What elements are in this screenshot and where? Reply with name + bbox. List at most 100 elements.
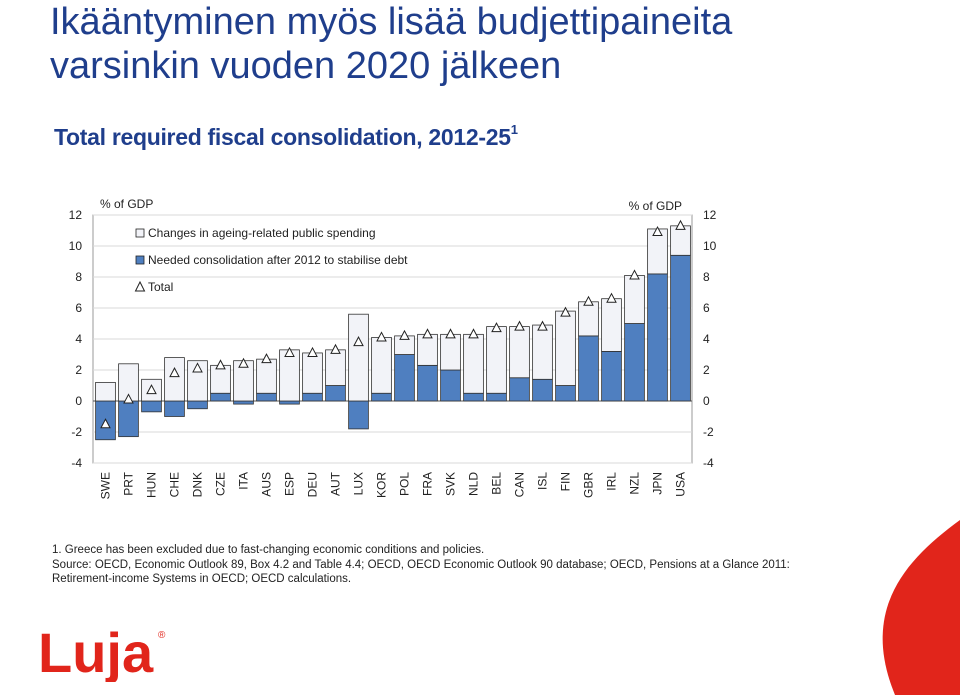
y-tick-label-left: 10 — [69, 239, 83, 253]
x-tick-label-POL: POL — [398, 472, 412, 496]
marker-total-PRT — [123, 393, 134, 404]
bar-debt-DEU — [302, 392, 323, 402]
x-tick-label-FRA: FRA — [421, 472, 435, 496]
marker-total-CHE — [169, 367, 180, 378]
marker-total-SWE — [100, 418, 111, 429]
x-tick-label-IRL: IRL — [605, 472, 619, 491]
marker-total-CAN — [514, 320, 525, 331]
marker-total-NLD — [468, 328, 479, 339]
bar-debt-LUX — [348, 400, 369, 430]
bar-ageing-KOR — [371, 337, 392, 394]
x-tick-label-USA: USA — [674, 472, 688, 497]
bar-debt-HUN — [141, 400, 162, 413]
x-tick-label-NLD: NLD — [467, 472, 481, 496]
bar-ageing-NLD — [463, 333, 484, 394]
marker-total-BEL — [491, 322, 502, 333]
marker-total-DNK — [192, 362, 203, 373]
bar-ageing-GBR — [578, 301, 599, 337]
x-tick-label-AUT: AUT — [329, 471, 343, 496]
y-tick-label-left: 4 — [75, 332, 82, 346]
marker-total-AUS — [261, 353, 272, 364]
bar-ageing-BEL — [486, 326, 507, 394]
bar-debt-ESP — [279, 400, 300, 405]
bar-ageing-SWE — [95, 381, 116, 402]
y-tick-label-left: 8 — [75, 270, 82, 284]
y-tick-label-right: 12 — [703, 208, 717, 222]
bar-debt-KOR — [371, 392, 392, 402]
slide-title-line-1: Ikääntyminen myös lisää budjettipaineita — [50, 1, 733, 43]
x-tick-label-DNK: DNK — [191, 472, 205, 497]
bar-ageing-LUX — [348, 313, 369, 402]
legend-label-2: Total — [148, 280, 173, 294]
bar-debt-AUS — [256, 392, 277, 402]
y-axis-label-right: % of GDP — [629, 199, 682, 213]
y-tick-label-right: 6 — [703, 301, 710, 315]
x-tick-label-HUN: HUN — [145, 472, 159, 498]
bar-ageing-USA — [670, 225, 691, 256]
y-tick-label-right: 2 — [703, 363, 710, 377]
marker-total-ITA — [238, 357, 249, 368]
x-tick-label-SWE: SWE — [99, 472, 113, 499]
source-note: Source: OECD, Economic Outlook 89, Box 4… — [52, 558, 790, 571]
registered-mark: ® — [158, 630, 166, 641]
bar-debt-JPN — [647, 273, 668, 402]
bar-debt-AUT — [325, 385, 346, 402]
x-tick-label-ISL: ISL — [536, 472, 550, 490]
chart-notes: 1. Greece has been excluded due to fast-… — [52, 543, 872, 587]
marker-total-LUX — [353, 336, 364, 347]
bar-ageing-DNK — [187, 360, 208, 402]
y-tick-label-right: -4 — [703, 456, 714, 470]
bar-debt-POL — [394, 354, 415, 402]
y-tick-label-left: 2 — [75, 363, 82, 377]
y-tick-label-left: 0 — [75, 394, 82, 408]
bar-debt-PRT — [118, 400, 139, 438]
x-tick-label-AUS: AUS — [260, 472, 274, 497]
bar-debt-FIN — [555, 385, 576, 402]
y-tick-label-right: 0 — [703, 394, 710, 408]
x-tick-label-KOR: KOR — [375, 472, 389, 498]
x-tick-label-BEL: BEL — [490, 472, 504, 495]
marker-total-IRL — [606, 292, 617, 303]
fiscal-consolidation-chart: -4 -4 -2 -2 0 0 2 2 4 4 6 6 8 8 10 10 12 12 % of GDP % of G… — [69, 197, 717, 499]
x-tick-label-ITA: ITA — [237, 472, 251, 490]
corner-swoosh — [882, 520, 960, 695]
bar-ageing-ESP — [279, 349, 300, 402]
x-tick-label-DEU: DEU — [306, 472, 320, 497]
bar-ageing-CHE — [164, 357, 185, 402]
bar-debt-ITA — [233, 400, 254, 405]
bar-debt-NLD — [463, 392, 484, 402]
bar-ageing-CAN — [509, 326, 530, 379]
bar-ageing-AUT — [325, 349, 346, 386]
marker-total-DEU — [307, 346, 318, 357]
bar-ageing-IRL — [601, 298, 622, 352]
bar-ageing-NZL — [624, 275, 645, 324]
bar-debt-BEL — [486, 392, 507, 402]
y-tick-label-left: 6 — [75, 301, 82, 315]
legend-swatch-2 — [134, 280, 146, 292]
bar-debt-FRA — [417, 364, 438, 402]
bar-ageing-FRA — [417, 333, 438, 366]
y-tick-label-right: 10 — [703, 239, 717, 253]
x-tick-label-JPN: JPN — [651, 472, 665, 495]
bar-debt-DNK — [187, 400, 208, 410]
y-tick-label-right: 8 — [703, 270, 710, 284]
slide-title-line-2: varsinkin vuoden 2020 jälkeen — [50, 45, 562, 87]
marker-total-CZE — [215, 359, 226, 370]
y-tick-label-right: 4 — [703, 332, 710, 346]
bar-ageing-DEU — [302, 352, 323, 394]
y-tick-label-right: -2 — [703, 425, 714, 439]
legend-label-1: Needed consolidation after 2012 to stabi… — [148, 253, 408, 267]
luja-logo-text: Luja — [38, 622, 154, 682]
marker-total-ISL — [537, 320, 548, 331]
bar-debt-CAN — [509, 377, 530, 402]
bar-debt-CHE — [164, 400, 185, 417]
x-tick-label-GBR: GBR — [582, 472, 596, 498]
marker-total-SVK — [445, 328, 456, 339]
legend-swatch-1 — [135, 255, 145, 265]
y-tick-label-left: -2 — [71, 425, 82, 439]
bar-debt-SVK — [440, 369, 461, 402]
x-tick-label-CZE: CZE — [214, 472, 228, 496]
marker-total-KOR — [376, 331, 387, 342]
bar-ageing-SVK — [440, 333, 461, 371]
bar-ageing-FIN — [555, 310, 576, 386]
